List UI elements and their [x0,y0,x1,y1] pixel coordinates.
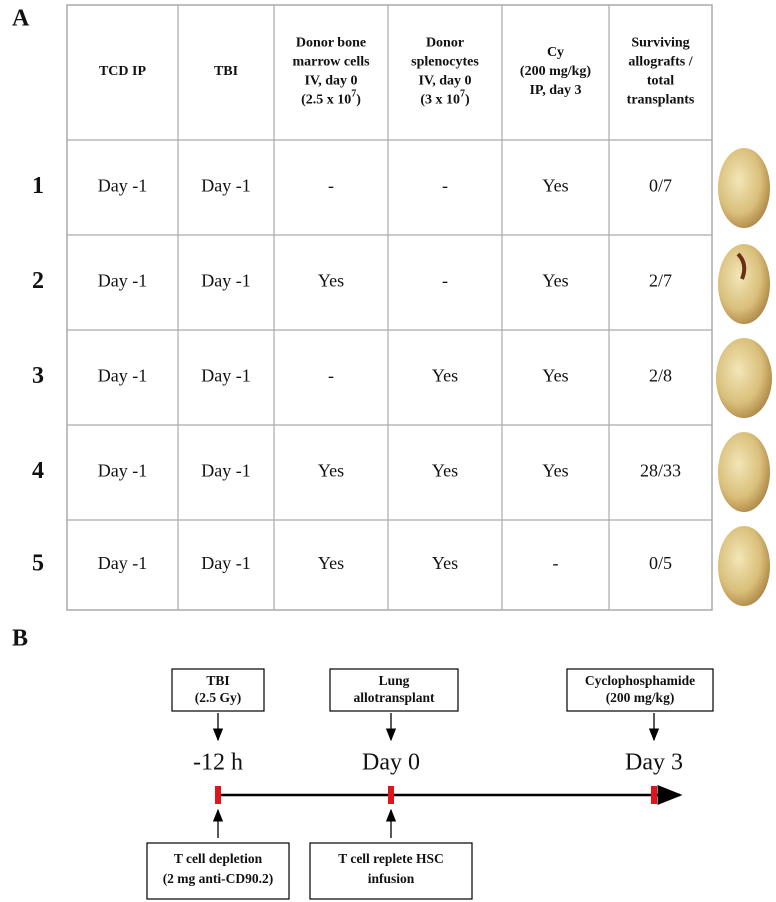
page: A TCD IP TBI Donor bone marrow cells IV, day … [0,0,776,902]
header-text: total [647,74,674,89]
table-cell: Yes [542,461,568,481]
time-label: Day 3 [625,750,683,776]
header-text: IV, day 0 [304,74,357,89]
table-cell: Yes [542,366,568,386]
header-text: Surviving [631,36,689,51]
header-text: Donor [426,36,464,51]
header-text: transplants [627,93,695,108]
event-text: (2 mg anti-CD90.2) [163,871,274,886]
table-cell: Yes [432,553,458,573]
table-cell: Yes [432,461,458,481]
table-border [67,5,712,610]
table-cell: Day -1 [98,271,147,291]
header-text: Cy [547,45,564,60]
header-text: (3 x 107) [420,89,470,108]
table-cell: Day -1 [201,461,250,481]
event-text: T cell depletion [174,851,263,866]
header-text: TBI [214,64,238,79]
header-text-part: ) [465,93,470,108]
panel-label: A [12,6,30,32]
table-cell: Day -1 [98,461,147,481]
header-text: allografts / [628,55,693,70]
lung-photo [718,148,770,228]
panel-label: B [12,626,28,652]
event-text: (2.5 Gy) [195,690,242,705]
row-label: 3 [32,363,44,389]
event-text: T cell replete HSC [338,851,444,866]
lung-photo [718,526,770,606]
table-cell: - [328,366,334,386]
table-cell: Day -1 [98,176,147,196]
lung-photo [716,338,772,418]
table-cell: - [442,271,448,291]
table-cell: Day -1 [201,271,250,291]
timeline-tick [215,786,221,804]
event-text: Cyclophosphamide [585,673,695,688]
row-label: 1 [32,173,44,199]
header-text-part: (3 x 10 [420,93,460,108]
figure: A TCD IP TBI Donor bone marrow cells IV, day … [0,0,776,902]
lung-photo [718,432,770,512]
event-text: infusion [368,871,415,886]
event-text: TBI [206,673,229,688]
header-text: (2.5 x 107) [301,89,361,108]
lung-photo [718,244,770,324]
table-cell: Day -1 [201,553,250,573]
table-cell: Yes [318,271,344,291]
timeline-tick [388,786,394,804]
table-cell: 2/8 [649,366,672,386]
timeline-tick [651,786,657,804]
lung-photos [716,148,772,606]
table-cell: 2/7 [649,271,672,291]
table-cell: Yes [432,366,458,386]
table-cell: Day -1 [201,176,250,196]
table-cell: - [553,553,559,573]
header-text: splenocytes [411,55,479,70]
header-text: IV, day 0 [418,74,471,89]
table-cell: - [442,176,448,196]
table-cell: Day -1 [98,553,147,573]
header-text: IP, day 3 [529,83,581,98]
time-label: -12 h [193,750,243,776]
event-text: (200 mg/kg) [606,690,675,705]
header-text: (200 mg/kg) [520,64,592,79]
header-text-part: (2.5 x 10 [301,93,351,108]
event-text: allotransplant [353,690,435,705]
table-cell: Yes [318,461,344,481]
event-text: Lung [379,673,410,688]
row-label: 4 [32,458,44,484]
header-text: Donor bone [296,36,366,51]
table-cell: 0/7 [649,176,672,196]
header-text: TCD IP [99,64,147,79]
row-label: 2 [32,268,44,294]
table-cell: Day -1 [98,366,147,386]
row-label: 5 [32,551,44,577]
table-cell: - [328,176,334,196]
time-label: Day 0 [362,750,420,776]
table-cell: 0/5 [649,553,672,573]
table-cell: Yes [542,271,568,291]
header-text-part: ) [356,93,361,108]
header-text: marrow cells [292,55,370,70]
table-cell: Day -1 [201,366,250,386]
table-cell: Yes [318,553,344,573]
table-cell: 28/33 [640,461,681,481]
table-cell: Yes [542,176,568,196]
